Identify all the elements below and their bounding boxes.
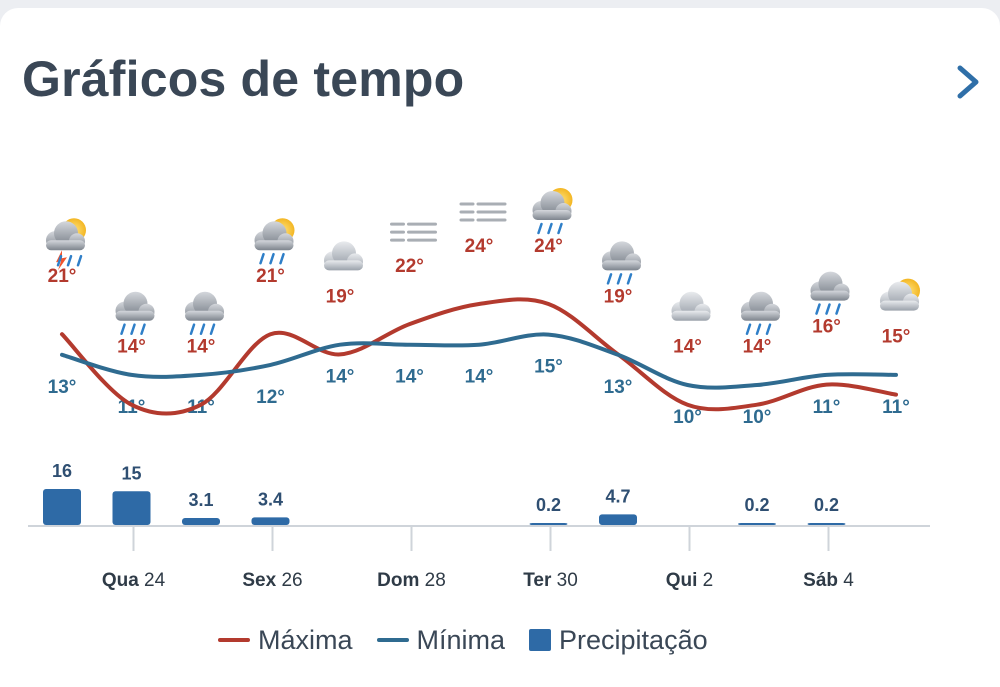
legend-swatch-max	[218, 638, 250, 642]
precipitation-bar	[182, 518, 220, 525]
legend-swatch-min	[376, 638, 409, 642]
precipitation-label: 3.1	[188, 490, 213, 510]
x-tick-label: Sex 26	[242, 570, 302, 591]
min-temperature-line	[60, 332, 898, 390]
legend-item-precip: Precipitação	[529, 625, 708, 656]
max-temp-label: 24°	[534, 236, 563, 257]
precipitation-bar	[529, 523, 568, 525]
legend-label-precip: Precipitação	[559, 624, 708, 655]
x-tick-label: Sáb 4	[803, 570, 854, 591]
thunderstorm-sun-icon	[46, 218, 86, 271]
precipitation-bar	[807, 523, 846, 525]
legend-label-max: Máxima	[258, 624, 353, 655]
precipitation-label: 0.2	[814, 495, 839, 515]
x-tick-label: Qui 2	[666, 570, 714, 591]
precipitation-bar	[738, 523, 776, 525]
chart-legend: Máxima Mínima Precipitação	[218, 620, 732, 660]
precipitation-label: 0.2	[744, 495, 769, 515]
max-temp-label: 15°	[882, 327, 911, 348]
min-temp-label: 10°	[673, 407, 702, 428]
legend-swatch-precip	[529, 629, 552, 651]
min-temp-label: 14°	[465, 367, 494, 388]
chevron-right-icon[interactable]	[950, 60, 986, 104]
max-temp-label: 19°	[604, 286, 633, 307]
rain-cloud-icon	[115, 291, 155, 335]
min-temp-label: 14°	[395, 367, 424, 388]
max-temperature-line	[60, 297, 898, 416]
max-temp-label: 14°	[117, 337, 146, 358]
precipitation-label: 3.4	[258, 489, 283, 509]
legend-item-min: Mínima	[376, 624, 506, 656]
max-temp-label: 14°	[673, 337, 702, 358]
precipitation-label: 0.2	[536, 495, 561, 515]
weather-chart-card: Gráficos de tempo	[0, 8, 1000, 687]
x-tick-label: Ter 30	[523, 570, 578, 591]
precipitation-bar	[43, 489, 81, 525]
min-temp-label: 10°	[743, 407, 772, 428]
min-temp-label: 14°	[326, 367, 355, 388]
x-tick-label: Qua 24	[102, 570, 166, 591]
max-temp-label: 14°	[187, 337, 216, 358]
precipitation-bar	[599, 514, 637, 525]
rain-cloud-icon	[741, 291, 780, 335]
max-temp-label: 14°	[743, 337, 772, 358]
precipitation-bar	[251, 517, 290, 525]
page-title: Gráficos de tempo	[22, 51, 465, 107]
fog-icon	[390, 222, 437, 242]
max-temp-label: 22°	[395, 256, 424, 277]
max-temp-label: 16°	[812, 317, 841, 338]
rain-cloud-icon	[810, 271, 850, 315]
precipitation-label: 15	[121, 463, 141, 483]
max-temp-label: 24°	[465, 236, 494, 257]
min-temp-label: 13°	[604, 377, 633, 398]
max-temp-label: 21°	[256, 266, 285, 287]
min-temp-label: 12°	[256, 387, 285, 408]
partly-cloudy-icon	[880, 278, 920, 311]
fog-icon	[459, 202, 507, 222]
min-temp-label: 11°	[882, 397, 910, 418]
rain-sun-icon	[254, 218, 295, 265]
min-temp-label: 13°	[48, 377, 77, 398]
legend-item-max: Máxima	[218, 625, 353, 656]
max-temp-label: 21°	[48, 266, 77, 287]
rain-sun-icon	[532, 188, 573, 235]
max-temp-label: 19°	[326, 286, 355, 307]
min-temp-label: 11°	[813, 397, 841, 418]
precipitation-label: 16	[52, 461, 72, 481]
min-temp-label: 15°	[534, 357, 563, 378]
rain-cloud-icon	[602, 241, 641, 285]
cloud-icon	[671, 291, 711, 321]
x-tick-label: Dom 28	[377, 570, 446, 591]
cloud-icon	[324, 241, 363, 271]
rain-cloud-icon	[185, 291, 224, 335]
precipitation-bar	[112, 491, 151, 525]
legend-label-min: Mínima	[416, 624, 506, 655]
precipitation-label: 4.7	[605, 486, 630, 506]
